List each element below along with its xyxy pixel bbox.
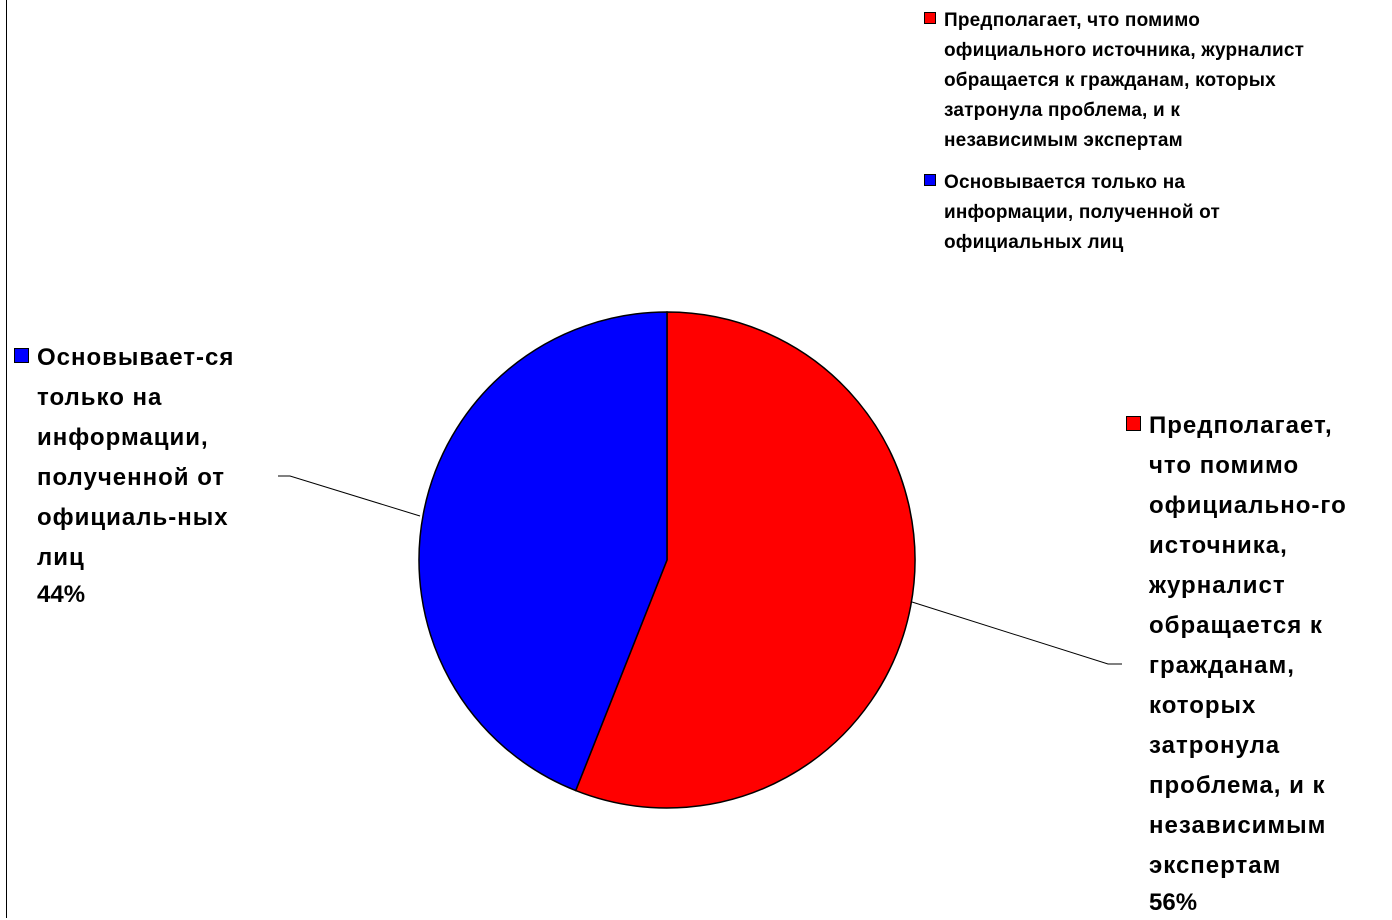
data-label-swatch-blue xyxy=(14,348,29,363)
legend-line: независимым экспертам xyxy=(944,130,1183,151)
legend-line: Основывается только на xyxy=(944,172,1186,193)
legend-line: затронула проблема, и к xyxy=(944,100,1181,121)
data-label-line: Основывает-ся xyxy=(37,344,235,371)
data-label-line: лиц xyxy=(37,544,85,571)
data-label-line: что помимо xyxy=(1149,452,1300,479)
legend-line: официального источника, журналист xyxy=(944,40,1305,61)
data-label-line: источника, xyxy=(1149,532,1288,559)
legend-swatch-red xyxy=(924,12,936,24)
data-label-percent-blue: 44% xyxy=(37,581,86,608)
data-label-line: экспертам xyxy=(1149,852,1282,879)
data-label-swatch-red xyxy=(1126,416,1141,431)
legend-label-blue: Основывается только на информации, получ… xyxy=(944,168,1220,258)
data-label-line: независимым xyxy=(1149,812,1327,839)
legend-item-blue: Основывается только на информации, получ… xyxy=(924,168,1389,258)
chart-legend: Предполагает, что помимо официального ис… xyxy=(924,6,1389,270)
data-label-red: Предполагает, что помимо официально-го и… xyxy=(1126,406,1347,920)
data-label-line: Предполагает, xyxy=(1149,412,1333,439)
data-label-text-blue: Основывает-ся только на информации, полу… xyxy=(37,338,234,612)
legend-swatch-blue xyxy=(924,174,936,186)
data-label-blue: Основывает-ся только на информации, полу… xyxy=(14,338,234,612)
data-label-line: гражданам, xyxy=(1149,652,1295,679)
legend-line: обращается к гражданам, которых xyxy=(944,70,1276,91)
data-label-line: полученной от xyxy=(37,464,226,491)
data-label-line: проблема, и к xyxy=(1149,772,1326,799)
legend-line: информации, полученной от xyxy=(944,202,1221,223)
data-label-line: затронула xyxy=(1149,732,1281,759)
legend-line: Предполагает, что помимо xyxy=(944,10,1201,31)
leader-line-blue xyxy=(278,475,421,517)
data-label-text-red: Предполагает, что помимо официально-го и… xyxy=(1149,406,1347,920)
chart-frame xyxy=(6,0,1391,918)
legend-label-red: Предполагает, что помимо официального ис… xyxy=(944,6,1304,156)
legend-line: официальных лиц xyxy=(944,232,1124,253)
data-label-line: информации, xyxy=(37,424,209,451)
legend-item-red: Предполагает, что помимо официального ис… xyxy=(924,6,1389,156)
pie-slice-red xyxy=(574,311,916,809)
data-label-line: только на xyxy=(37,384,163,411)
data-label-line: официаль-ных xyxy=(37,504,229,531)
data-label-line: официально-го xyxy=(1149,492,1347,519)
pie-slice-blue xyxy=(418,311,668,792)
data-label-line: журналист xyxy=(1149,572,1286,599)
data-label-line: обращается к xyxy=(1149,612,1323,639)
data-label-line: которых xyxy=(1149,692,1257,719)
leader-line-red xyxy=(911,601,1122,665)
data-label-percent-red: 56% xyxy=(1149,889,1198,916)
